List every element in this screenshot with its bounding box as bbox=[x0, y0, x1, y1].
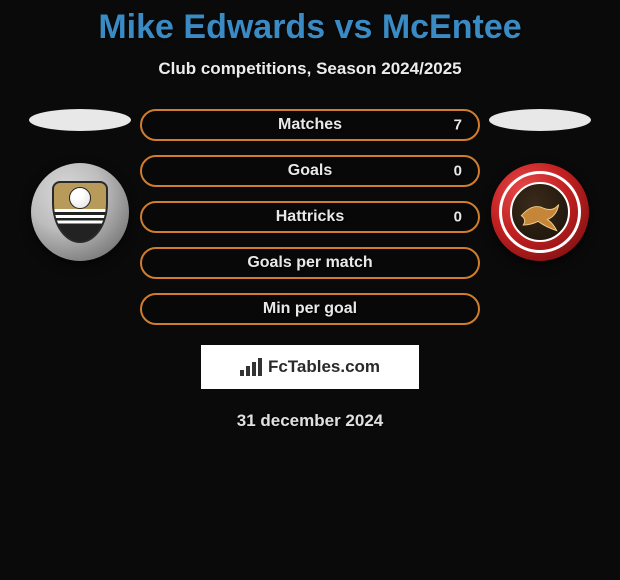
left-player-ellipse bbox=[29, 109, 131, 131]
swift-bird-icon bbox=[512, 184, 568, 240]
stat-value-right: 0 bbox=[454, 209, 462, 226]
right-club-crest bbox=[491, 163, 589, 261]
brand-label: FcTables.com bbox=[268, 357, 380, 377]
left-club-crest bbox=[31, 163, 129, 261]
stat-value-right: 7 bbox=[454, 117, 462, 134]
bar-chart-icon bbox=[240, 358, 262, 376]
stats-list: Matches 7 Goals 0 Hattricks 0 Goals per … bbox=[140, 109, 480, 325]
brand-badge: FcTables.com bbox=[201, 345, 419, 389]
stat-label: Matches bbox=[278, 116, 342, 134]
stat-row-matches: Matches 7 bbox=[140, 109, 480, 141]
walsall-ring-icon bbox=[499, 171, 581, 253]
comparison-area: Matches 7 Goals 0 Hattricks 0 Goals per … bbox=[0, 109, 620, 325]
stat-label: Goals per match bbox=[247, 254, 372, 272]
stat-label: Goals bbox=[288, 162, 332, 180]
left-player-side bbox=[20, 109, 140, 261]
ball-icon bbox=[69, 187, 91, 209]
notts-county-shield-icon bbox=[52, 181, 108, 243]
subtitle: Club competitions, Season 2024/2025 bbox=[0, 59, 620, 79]
page-title: Mike Edwards vs McEntee bbox=[0, 0, 620, 47]
date-label: 31 december 2024 bbox=[0, 411, 620, 431]
right-player-ellipse bbox=[489, 109, 591, 131]
stat-label: Hattricks bbox=[276, 208, 344, 226]
stat-row-min-per-goal: Min per goal bbox=[140, 293, 480, 325]
stat-label: Min per goal bbox=[263, 300, 357, 318]
stat-row-goals-per-match: Goals per match bbox=[140, 247, 480, 279]
stat-row-hattricks: Hattricks 0 bbox=[140, 201, 480, 233]
walsall-inner-icon bbox=[510, 182, 570, 242]
right-player-side bbox=[480, 109, 600, 261]
stat-row-goals: Goals 0 bbox=[140, 155, 480, 187]
stat-value-right: 0 bbox=[454, 163, 462, 180]
